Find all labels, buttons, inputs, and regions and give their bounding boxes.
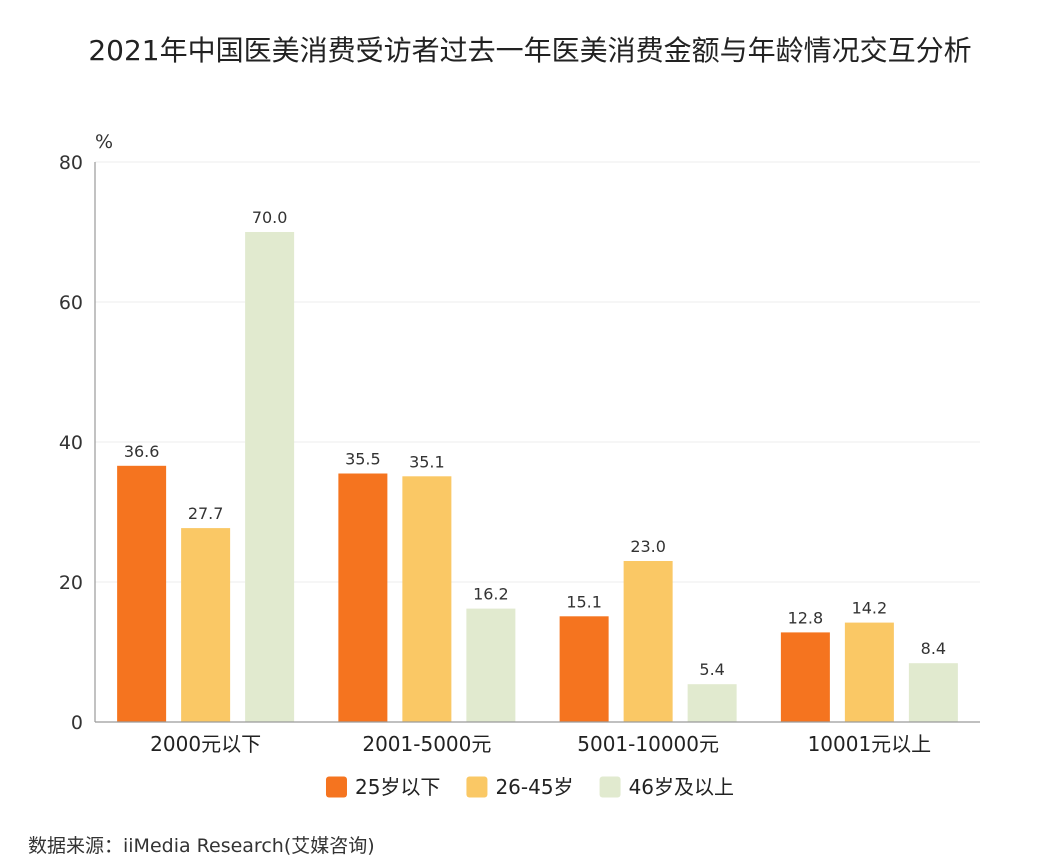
bar-value-label: 36.6 <box>124 442 160 461</box>
bar <box>687 684 737 722</box>
gridlines <box>95 161 980 583</box>
y-tick-label: 40 <box>59 432 83 454</box>
y-tick-label: 80 <box>59 152 83 174</box>
bar-value-label: 12.8 <box>788 608 824 627</box>
bar-value-label: 14.2 <box>852 599 888 618</box>
x-tick-label: 5001-10000元 <box>577 732 719 756</box>
legend-swatch <box>466 776 488 798</box>
x-tick-label: 2000元以下 <box>150 732 261 756</box>
chart-title: 2021年中国医美消费受访者过去一年医美消费金额与年龄情况交互分析 <box>88 34 971 67</box>
bar <box>338 473 388 722</box>
bar <box>466 608 516 722</box>
bar <box>623 561 673 722</box>
bar <box>402 476 452 722</box>
axes: 0 20 40 60 80 2000元以下 2001-5000元 5001-10000元 100… <box>59 152 980 756</box>
y-tick-label: 20 <box>59 572 83 594</box>
x-tick-label: 2001-5000元 <box>362 732 491 756</box>
legend-label: 46岁及以上 <box>629 775 734 799</box>
bar-value-label: 35.5 <box>345 450 381 469</box>
data-labels: 36.6 27.7 70.0 35.5 35.1 16.2 15.1 23.0 5.4 12.8 1… <box>124 208 946 679</box>
legend-label: 25岁以下 <box>355 775 440 799</box>
bar <box>780 632 830 722</box>
y-tick-label: 0 <box>71 712 83 734</box>
bar <box>245 232 295 722</box>
bar-value-label: 70.0 <box>252 208 288 227</box>
bar-value-label: 5.4 <box>699 660 724 679</box>
x-tick-label: 10001元以上 <box>808 732 932 756</box>
bar-value-label: 35.1 <box>409 452 445 471</box>
legend-label: 26-45岁 <box>495 775 573 799</box>
bar <box>559 616 609 722</box>
y-axis-unit-label: % <box>95 131 113 153</box>
source-note: 数据来源：iiMedia Research(艾媒咨询) <box>28 835 375 857</box>
bar-value-label: 27.7 <box>188 504 224 523</box>
bar-value-label: 23.0 <box>630 537 666 556</box>
bar-value-label: 16.2 <box>473 585 509 604</box>
legend: 25岁以下 26-45岁 46岁及以上 <box>325 775 734 799</box>
bar-value-label: 8.4 <box>921 639 946 658</box>
y-tick-label: 60 <box>59 292 83 314</box>
bars <box>117 232 958 722</box>
bar <box>908 663 958 722</box>
bar <box>844 622 894 722</box>
legend-swatch <box>599 776 621 798</box>
bar <box>181 528 231 722</box>
bar-value-label: 15.1 <box>566 592 602 611</box>
bar <box>117 465 167 722</box>
legend-swatch <box>325 776 347 798</box>
